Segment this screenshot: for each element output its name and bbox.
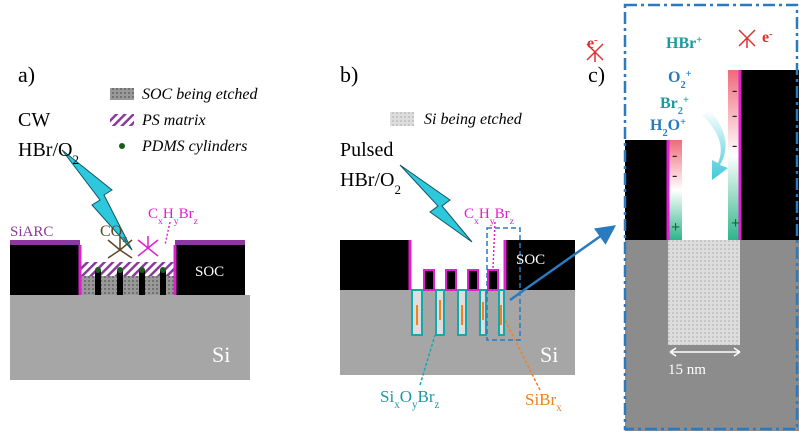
soc-block <box>10 245 80 295</box>
label: CW <box>18 109 50 131</box>
formula-part: H <box>479 206 490 222</box>
formula-part: O <box>668 117 680 134</box>
formula-sub: + <box>696 35 702 46</box>
formula-part: Br <box>179 206 194 222</box>
formula-part: O <box>668 69 680 86</box>
formula-sub: - <box>769 29 773 40</box>
siarc-layer <box>10 240 80 245</box>
formula-part: H <box>650 117 663 134</box>
legend-text: PDMS cylinders <box>141 138 247 155</box>
formula-part: HBr/O <box>340 169 394 191</box>
formula-part: HBr <box>666 35 696 52</box>
formula-part: C <box>148 206 158 222</box>
formula-part: Br <box>495 206 510 222</box>
label: - <box>672 167 677 184</box>
legend-text: SOC being etched <box>142 86 259 103</box>
legend-text: Si being etched <box>424 111 523 128</box>
formula-part: CO <box>100 223 122 240</box>
legend-swatch <box>110 88 134 100</box>
formula-sub: + <box>683 95 689 106</box>
figure: a)CWHBr/O2SOC being etchedPS matrixPDMS … <box>0 0 799 431</box>
soc-block <box>625 140 668 240</box>
label: Pulsed <box>340 139 393 161</box>
formula-sub: x <box>122 234 128 245</box>
formula-part: SiBr <box>525 390 557 409</box>
formula-part: Si <box>380 387 394 406</box>
formula: e- <box>762 29 773 47</box>
formula: H2O+ <box>650 117 686 139</box>
label: - <box>732 82 737 99</box>
formula-sub: + <box>680 117 686 128</box>
lightning <box>400 165 472 242</box>
formula-part: Br <box>660 95 678 112</box>
siarc-layer <box>175 240 245 245</box>
formula: e- <box>587 35 598 53</box>
formula-sub: 2 <box>394 182 401 197</box>
formula: HBr/O2 <box>18 139 79 167</box>
formula: SixOyBrz <box>380 387 440 411</box>
formula-part: O <box>400 387 412 406</box>
si-substrate <box>10 295 250 380</box>
label: 15 nm <box>668 362 706 378</box>
panel-label: c) <box>588 62 605 87</box>
legend-text: PS matrix <box>141 112 206 129</box>
formula: COx <box>100 223 128 245</box>
label: SOC <box>195 264 224 280</box>
leader <box>493 222 495 268</box>
arrows <box>138 222 170 256</box>
formula: Br2+ <box>660 95 689 117</box>
label: - <box>732 107 737 124</box>
formula-sub: + <box>686 69 692 80</box>
formula-sub: 2 <box>72 152 79 167</box>
legend-swatch <box>110 114 134 126</box>
formula: SiBrx <box>525 390 562 414</box>
formula: HBr/O2 <box>340 169 401 197</box>
legend-swatch <box>119 143 125 149</box>
formula: O2+ <box>668 69 692 91</box>
panel-label: b) <box>340 62 358 87</box>
formula-sub: 2 <box>680 80 685 91</box>
formula-part: C <box>464 206 474 222</box>
formula-sub: z <box>510 216 515 227</box>
formula-sub: x <box>556 402 562 414</box>
formula: HBr+ <box>666 35 702 53</box>
formula-sub: z <box>194 216 199 227</box>
formula-sub: z <box>435 399 440 411</box>
formula-part: Br <box>418 387 435 406</box>
label: Si <box>212 342 230 367</box>
label: + <box>671 219 680 236</box>
formula-sub: - <box>594 35 598 46</box>
formula-part: e <box>762 29 769 46</box>
label: SOC <box>516 252 545 268</box>
formula-sub: 2 <box>678 106 683 117</box>
formula-part: H <box>163 206 174 222</box>
label: - <box>672 147 677 164</box>
si-etched <box>668 240 740 345</box>
panel-label: a) <box>18 62 35 87</box>
soc-block <box>340 240 410 290</box>
label: SiARC <box>10 224 53 240</box>
label: Si <box>540 342 558 367</box>
label: + <box>731 215 740 232</box>
legend-swatch <box>390 112 414 126</box>
formula-part: HBr/O <box>18 139 72 161</box>
formula: CxHyBrz <box>464 206 515 227</box>
formula-part: e <box>587 35 594 52</box>
soc-block <box>740 70 799 240</box>
label: - <box>732 137 737 154</box>
formula: CxHyBrz <box>148 206 199 227</box>
ion-arrow <box>702 110 728 180</box>
